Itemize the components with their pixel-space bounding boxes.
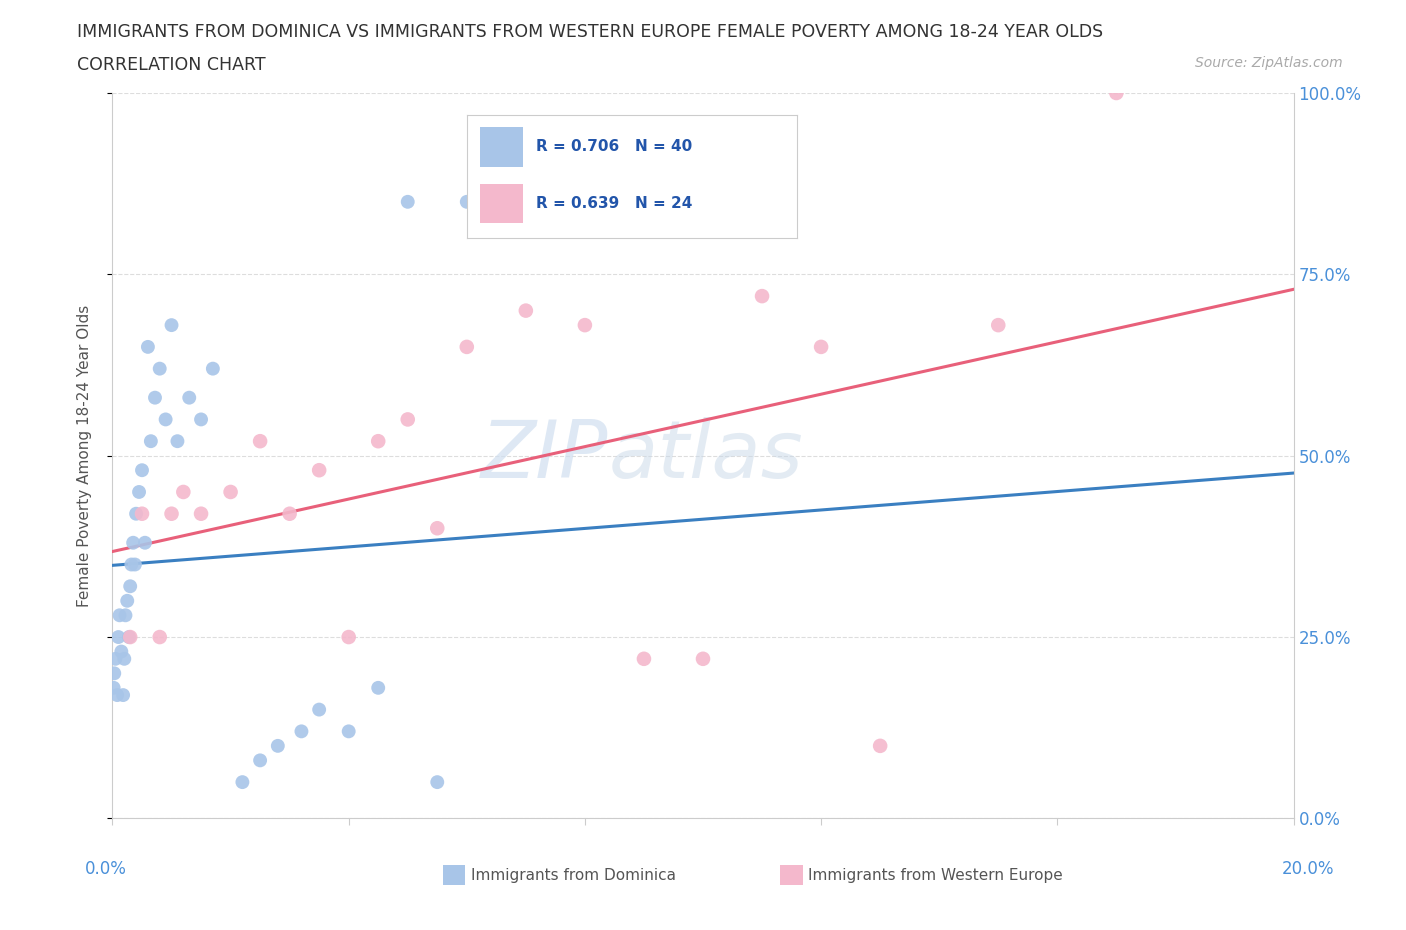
Point xyxy=(131,463,153,478)
Point xyxy=(120,557,142,572)
Y-axis label: Female Poverty Among 18-24 Year Olds: Female Poverty Among 18-24 Year Olds xyxy=(77,305,91,607)
Text: CORRELATION CHART: CORRELATION CHART xyxy=(77,56,266,73)
Point xyxy=(396,194,419,209)
Point xyxy=(692,651,714,666)
Point xyxy=(515,303,537,318)
Point xyxy=(108,608,131,623)
Point xyxy=(396,412,419,427)
Point xyxy=(107,630,129,644)
Point xyxy=(308,702,330,717)
Point xyxy=(278,506,301,521)
Text: IMMIGRANTS FROM DOMINICA VS IMMIGRANTS FROM WESTERN EUROPE FEMALE POVERTY AMONG : IMMIGRANTS FROM DOMINICA VS IMMIGRANTS F… xyxy=(77,23,1104,41)
Point xyxy=(122,536,145,551)
Point xyxy=(456,194,478,209)
Point xyxy=(112,687,135,702)
Point xyxy=(120,630,142,644)
Point xyxy=(426,775,449,790)
Text: atlas: atlas xyxy=(609,417,803,495)
Point xyxy=(120,578,142,593)
Point xyxy=(103,666,125,681)
Point xyxy=(134,536,156,551)
Point xyxy=(179,391,201,405)
Point xyxy=(160,318,183,333)
Point xyxy=(124,557,146,572)
Point xyxy=(367,433,389,448)
Point xyxy=(249,433,271,448)
Point xyxy=(149,630,172,644)
Text: Immigrants from Dominica: Immigrants from Dominica xyxy=(471,868,676,883)
Point xyxy=(190,412,212,427)
Point xyxy=(190,506,212,521)
Point xyxy=(155,412,177,427)
Point xyxy=(114,608,136,623)
Point xyxy=(267,738,290,753)
Point xyxy=(166,433,188,448)
Point xyxy=(201,361,224,376)
Point xyxy=(869,738,891,753)
Point xyxy=(574,318,596,333)
Point xyxy=(337,630,360,644)
Point xyxy=(308,463,330,478)
Point xyxy=(219,485,242,499)
Point xyxy=(112,651,135,666)
Point xyxy=(810,339,832,354)
Point xyxy=(633,651,655,666)
Point xyxy=(751,288,773,303)
Point xyxy=(125,506,148,521)
Point xyxy=(337,724,360,738)
Point xyxy=(117,593,138,608)
Point xyxy=(987,318,1010,333)
Point xyxy=(456,339,478,354)
Point xyxy=(143,391,166,405)
Text: Immigrants from Western Europe: Immigrants from Western Europe xyxy=(808,868,1063,883)
Point xyxy=(110,644,132,659)
Point xyxy=(149,361,172,376)
Point xyxy=(128,485,150,499)
Point xyxy=(104,651,127,666)
Point xyxy=(139,433,162,448)
Text: 20.0%: 20.0% xyxy=(1281,860,1334,878)
Point xyxy=(367,681,389,696)
Point xyxy=(105,687,128,702)
Point xyxy=(103,681,125,696)
Point xyxy=(290,724,312,738)
Text: Source: ZipAtlas.com: Source: ZipAtlas.com xyxy=(1195,56,1343,70)
Point xyxy=(136,339,159,354)
Point xyxy=(131,506,153,521)
Point xyxy=(426,521,449,536)
Point xyxy=(249,753,271,768)
Point xyxy=(1105,86,1128,100)
Text: 0.0%: 0.0% xyxy=(84,860,127,878)
Point xyxy=(172,485,194,499)
Point xyxy=(231,775,253,790)
Point xyxy=(160,506,183,521)
Point xyxy=(118,630,141,644)
Text: ZIP: ZIP xyxy=(481,417,609,495)
